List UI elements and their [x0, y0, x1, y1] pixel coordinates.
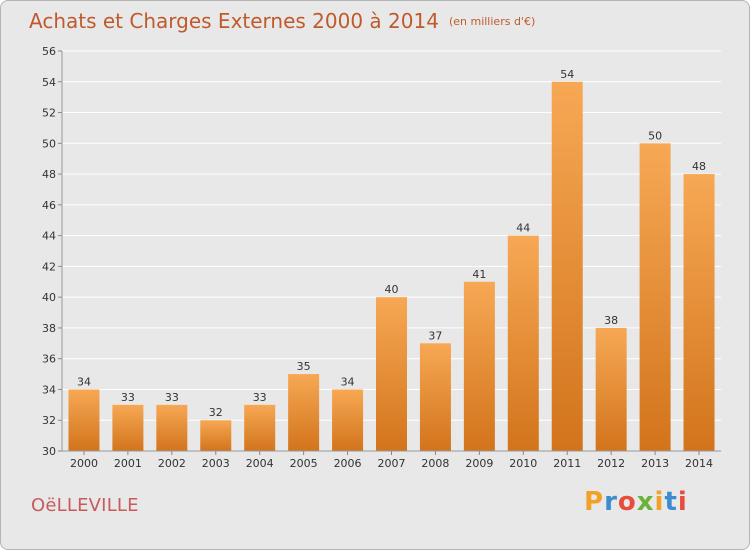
x-tick-label: 2000	[70, 457, 98, 470]
y-tick-label: 44	[42, 230, 56, 243]
value-label: 40	[385, 283, 399, 296]
bar	[595, 327, 627, 451]
commune-name: OëLLEVILLE	[31, 495, 139, 516]
x-tick-label: 2014	[685, 457, 713, 470]
bar	[419, 343, 451, 451]
chart-title: Achats et Charges Externes 2000 à 2014 (e…	[29, 9, 535, 33]
x-tick-label: 2004	[246, 457, 274, 470]
y-tick-label: 34	[42, 383, 56, 396]
bar	[244, 404, 276, 451]
bar	[156, 404, 188, 451]
value-label: 33	[121, 391, 135, 404]
value-label: 34	[341, 375, 355, 388]
y-tick-label: 50	[42, 137, 56, 150]
logo-letter: P	[584, 487, 605, 517]
x-tick-label: 2001	[114, 457, 142, 470]
value-label: 34	[77, 375, 91, 388]
bars	[68, 81, 715, 452]
value-labels: 34 33 33 32 33 35 34 40 37 41 44 54 38 50 48	[77, 68, 706, 419]
logo-letter: r	[604, 487, 618, 517]
proxiti-logo: Proxiti	[584, 487, 688, 517]
logo-letter: x	[636, 487, 655, 517]
value-label: 37	[428, 329, 442, 342]
y-tick-label: 42	[42, 260, 56, 273]
x-tick-label: 2003	[202, 457, 230, 470]
x-tick-label: 2009	[465, 457, 493, 470]
bar	[551, 81, 583, 452]
bar	[112, 404, 144, 451]
bar	[639, 143, 671, 452]
value-label: 48	[692, 160, 706, 173]
y-tick-label: 32	[42, 414, 56, 427]
y-tick-label: 52	[42, 107, 56, 120]
logo-letter: o	[617, 487, 637, 517]
value-label: 33	[165, 391, 179, 404]
value-label: 38	[604, 314, 618, 327]
value-label: 50	[648, 129, 662, 142]
bar	[68, 389, 100, 451]
y-tick-label: 40	[42, 291, 56, 304]
x-tick-label: 2005	[290, 457, 318, 470]
x-tick-label: 2013	[641, 457, 669, 470]
x-tick-label: 2008	[421, 457, 449, 470]
bar	[288, 374, 320, 451]
chart-unit: (en milliers d'€)	[448, 15, 536, 28]
value-label: 32	[209, 406, 223, 419]
logo-letter: t	[664, 487, 678, 517]
x-tick-label: 2012	[597, 457, 625, 470]
y-tick-label: 48	[42, 168, 56, 181]
y-tick-label: 46	[42, 199, 56, 212]
logo-letter: i	[654, 487, 665, 517]
x-tick-label: 2002	[158, 457, 186, 470]
chart-title-text: Achats et Charges Externes 2000 à 2014	[29, 9, 439, 33]
x-tick-label: 2011	[553, 457, 581, 470]
y-tick-label: 30	[42, 445, 56, 458]
value-label: 54	[560, 68, 574, 81]
axes	[58, 50, 721, 455]
x-tick-labels: 2000 2001 2002 2003 2004 2005 2006 2007 2008 2009…	[70, 457, 713, 470]
value-label: 44	[516, 222, 530, 235]
bar	[332, 389, 364, 451]
x-tick-label: 2007	[378, 457, 406, 470]
value-label: 33	[253, 391, 267, 404]
y-tick-label: 56	[42, 45, 56, 58]
bar	[200, 420, 232, 451]
bar	[376, 297, 407, 451]
bar	[507, 235, 539, 451]
y-tick-labels: 30 32 34 36 38 40 42 44 46 48 50 52 54 56	[42, 45, 56, 458]
y-tick-label: 38	[42, 322, 56, 335]
logo-letter: i	[677, 487, 688, 517]
value-label: 41	[472, 268, 486, 281]
x-tick-label: 2010	[509, 457, 537, 470]
bar	[463, 281, 495, 451]
bar	[683, 174, 715, 452]
value-label: 35	[297, 360, 311, 373]
x-tick-label: 2006	[334, 457, 362, 470]
y-tick-label: 36	[42, 353, 56, 366]
y-tick-label: 54	[42, 76, 56, 89]
